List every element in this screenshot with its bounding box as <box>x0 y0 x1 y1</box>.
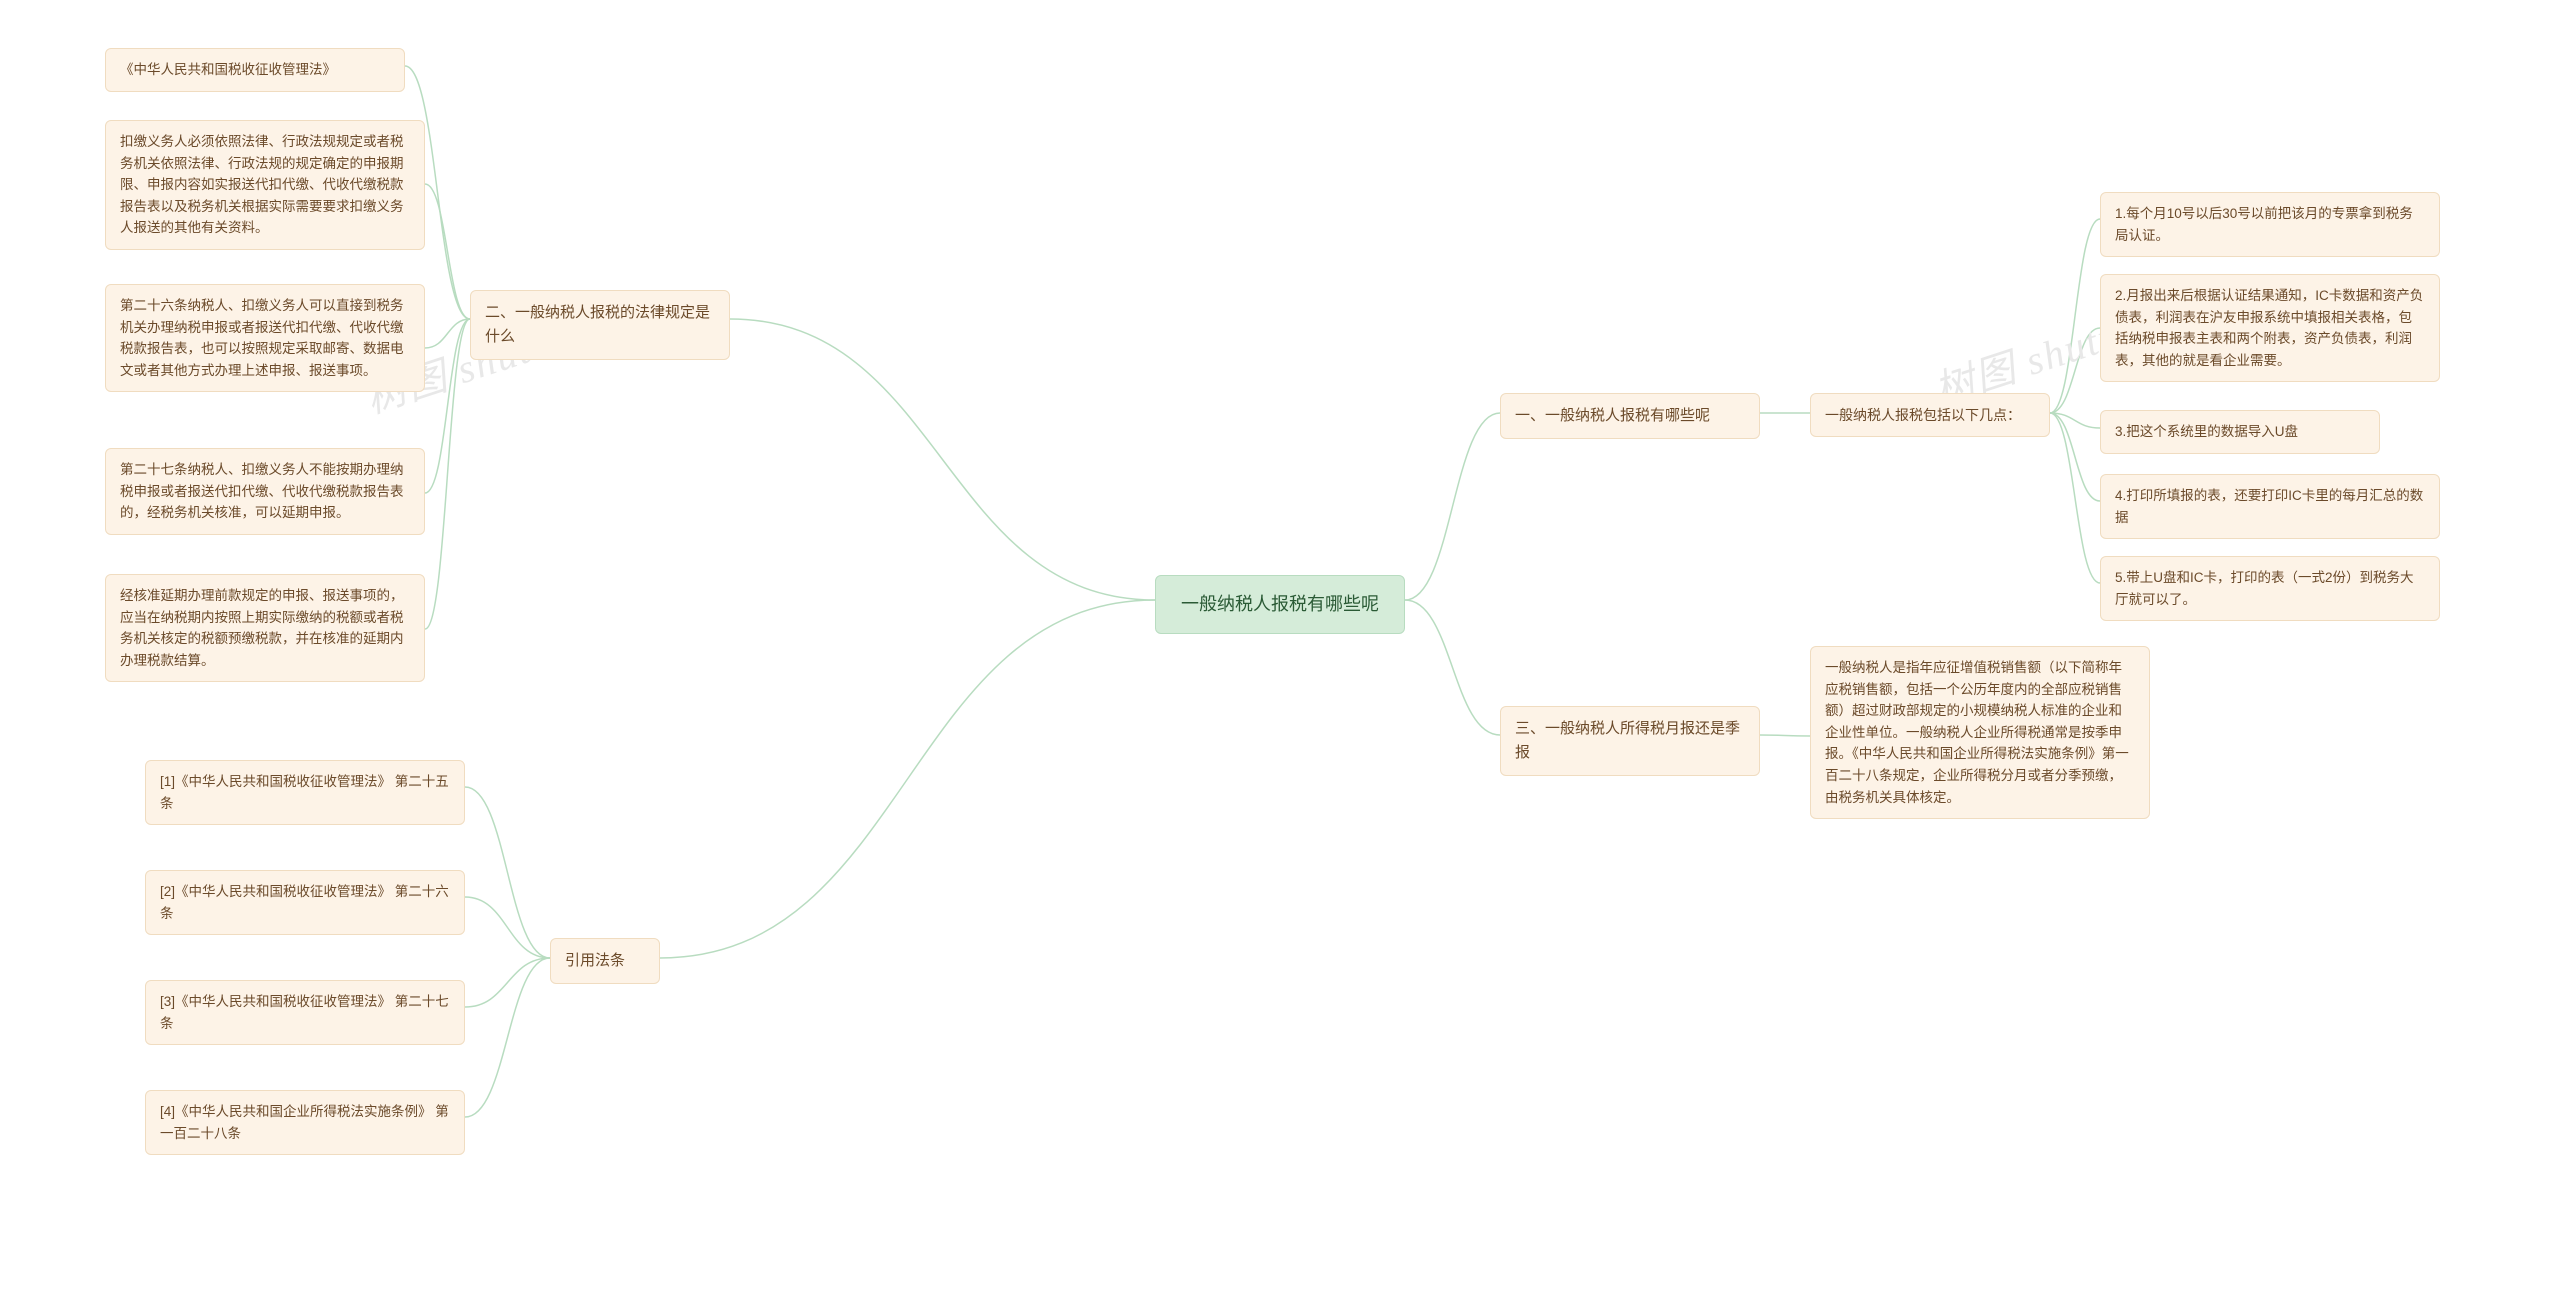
root-node: 一般纳税人报税有哪些呢 <box>1155 575 1405 634</box>
leaf-1-1-1: 1.每个月10号以后30号以前把该月的专票拿到税务局认证。 <box>2100 192 2440 257</box>
leaf-2-4: 第二十七条纳税人、扣缴义务人不能按期办理纳税申报或者报送代扣代缴、代收代缴税款报… <box>105 448 425 535</box>
leaf-2-2: 扣缴义务人必须依照法律、行政法规规定或者税务机关依照法律、行政法规的规定确定的申… <box>105 120 425 250</box>
branch-3: 三、一般纳税人所得税月报还是季报 <box>1500 706 1760 776</box>
leaf-ref-1: [1]《中华人民共和国税收征收管理法》 第二十五条 <box>145 760 465 825</box>
leaf-3-1: 一般纳税人是指年应征增值税销售额（以下简称年应税销售额，包括一个公历年度内的全部… <box>1810 646 2150 819</box>
branch-2: 二、一般纳税人报税的法律规定是什么 <box>470 290 730 360</box>
leaf-ref-3: [3]《中华人民共和国税收征收管理法》 第二十七条 <box>145 980 465 1045</box>
leaf-1-1-5: 5.带上U盘和IC卡，打印的表（一式2份）到税务大厅就可以了。 <box>2100 556 2440 621</box>
leaf-2-5: 经核准延期办理前款规定的申报、报送事项的，应当在纳税期内按照上期实际缴纳的税额或… <box>105 574 425 682</box>
leaf-ref-4: [4]《中华人民共和国企业所得税法实施条例》 第一百二十八条 <box>145 1090 465 1155</box>
leaf-2-3: 第二十六条纳税人、扣缴义务人可以直接到税务机关办理纳税申报或者报送代扣代缴、代收… <box>105 284 425 392</box>
leaf-1-1-4: 4.打印所填报的表，还要打印IC卡里的每月汇总的数据 <box>2100 474 2440 539</box>
leaf-1-1-2: 2.月报出来后根据认证结果通知，IC卡数据和资产负债表，利润表在沪友申报系统中填… <box>2100 274 2440 382</box>
branch-ref: 引用法条 <box>550 938 660 984</box>
branch-1: 一、一般纳税人报税有哪些呢 <box>1500 393 1760 439</box>
leaf-1-1-3: 3.把这个系统里的数据导入U盘 <box>2100 410 2380 454</box>
leaf-2-1: 《中华人民共和国税收征收管理法》 <box>105 48 405 92</box>
sub-1-1: 一般纳税人报税包括以下几点： <box>1810 393 2050 437</box>
leaf-ref-2: [2]《中华人民共和国税收征收管理法》 第二十六条 <box>145 870 465 935</box>
